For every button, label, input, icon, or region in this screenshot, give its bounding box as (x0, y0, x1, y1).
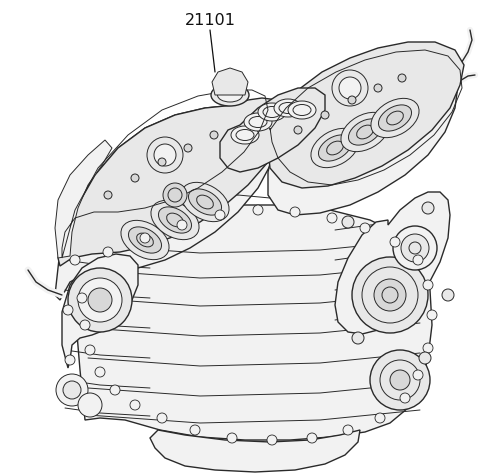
Circle shape (339, 77, 361, 99)
Circle shape (352, 257, 428, 333)
Ellipse shape (181, 182, 229, 222)
Circle shape (131, 174, 139, 182)
Circle shape (68, 268, 132, 332)
Circle shape (375, 413, 385, 423)
Circle shape (352, 332, 364, 344)
Polygon shape (62, 254, 138, 368)
Circle shape (158, 158, 166, 166)
Circle shape (63, 305, 73, 315)
Polygon shape (75, 205, 432, 440)
Polygon shape (55, 140, 112, 258)
Circle shape (215, 210, 225, 220)
Circle shape (190, 425, 200, 435)
Circle shape (154, 144, 176, 166)
Ellipse shape (158, 207, 192, 233)
Circle shape (85, 345, 95, 355)
Ellipse shape (378, 105, 411, 131)
Circle shape (130, 400, 140, 410)
Circle shape (321, 111, 329, 119)
Circle shape (423, 280, 433, 290)
Circle shape (427, 310, 437, 320)
Ellipse shape (121, 220, 169, 260)
Polygon shape (212, 68, 248, 95)
Circle shape (400, 393, 410, 403)
Ellipse shape (231, 126, 259, 144)
Ellipse shape (311, 128, 359, 168)
Circle shape (104, 191, 112, 199)
Ellipse shape (244, 113, 272, 131)
Ellipse shape (274, 99, 302, 117)
Ellipse shape (151, 201, 199, 240)
Circle shape (267, 435, 277, 445)
Circle shape (95, 367, 105, 377)
Ellipse shape (211, 84, 249, 106)
Circle shape (423, 343, 433, 353)
Circle shape (163, 183, 187, 207)
Circle shape (177, 220, 187, 230)
Ellipse shape (217, 88, 242, 102)
Circle shape (413, 255, 423, 265)
Circle shape (393, 226, 437, 270)
Circle shape (442, 289, 454, 301)
Circle shape (210, 131, 218, 139)
Text: 21101: 21101 (184, 12, 236, 27)
Ellipse shape (341, 112, 389, 152)
Circle shape (65, 355, 75, 365)
Circle shape (294, 126, 302, 134)
Polygon shape (220, 88, 325, 172)
Circle shape (374, 84, 382, 92)
Circle shape (78, 393, 102, 417)
Polygon shape (55, 85, 448, 464)
Ellipse shape (258, 103, 286, 121)
Ellipse shape (371, 99, 419, 137)
Circle shape (413, 370, 423, 380)
Circle shape (70, 255, 80, 265)
Circle shape (147, 137, 183, 173)
Circle shape (253, 205, 263, 215)
Circle shape (227, 433, 237, 443)
Circle shape (110, 385, 120, 395)
Polygon shape (268, 42, 464, 188)
Circle shape (360, 223, 370, 233)
Circle shape (327, 213, 337, 223)
Circle shape (307, 433, 317, 443)
Circle shape (290, 207, 300, 217)
Circle shape (80, 320, 90, 330)
Circle shape (63, 381, 81, 399)
Circle shape (419, 352, 431, 364)
Circle shape (343, 425, 353, 435)
Circle shape (77, 293, 87, 303)
Ellipse shape (288, 101, 316, 119)
Circle shape (56, 374, 88, 406)
Circle shape (390, 370, 410, 390)
Circle shape (398, 74, 406, 82)
Circle shape (332, 70, 368, 106)
Circle shape (78, 278, 122, 322)
Circle shape (422, 202, 434, 214)
Ellipse shape (348, 119, 382, 145)
Circle shape (390, 237, 400, 247)
Circle shape (103, 247, 113, 257)
Polygon shape (150, 430, 360, 472)
Circle shape (342, 216, 354, 228)
Circle shape (401, 234, 429, 262)
Ellipse shape (189, 189, 222, 215)
Circle shape (370, 350, 430, 410)
Circle shape (157, 413, 167, 423)
Polygon shape (55, 105, 280, 300)
Circle shape (88, 288, 112, 312)
Circle shape (140, 233, 150, 243)
Ellipse shape (129, 227, 162, 253)
Polygon shape (268, 62, 458, 215)
Circle shape (184, 144, 192, 152)
Polygon shape (335, 192, 450, 334)
Ellipse shape (318, 135, 351, 161)
Circle shape (374, 279, 406, 311)
Polygon shape (58, 98, 290, 266)
Circle shape (348, 96, 356, 104)
